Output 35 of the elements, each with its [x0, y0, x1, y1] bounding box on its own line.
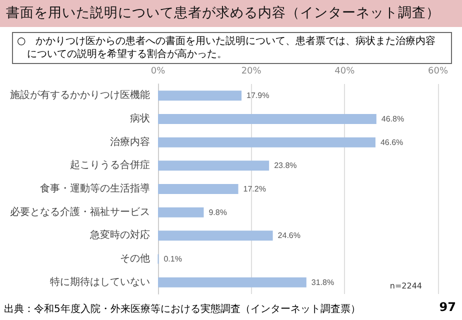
- bar: [158, 137, 376, 148]
- bar: [158, 230, 273, 241]
- bar: [158, 184, 238, 194]
- data-label: 23.8%: [274, 161, 297, 170]
- chart-subtitle: ○ かかりつけ医からの患者への書面を用いた説明について、患者票では、病状また治療内容についての説明を希望する割合が高かった。: [12, 32, 452, 64]
- source-note: 出典：令和5年度入院・外来医療等における実態調査（インターネット調査票）: [4, 302, 360, 316]
- y-tick-label: 必要となる介護・福祉サービス: [10, 206, 150, 218]
- data-label: 46.8%: [381, 114, 404, 124]
- bar: [158, 207, 204, 218]
- data-label: 17.9%: [246, 91, 270, 100]
- y-tick-label: 特に期待はしていない: [50, 276, 150, 288]
- data-label: 24.6%: [278, 231, 300, 240]
- data-label: 9.8%: [208, 208, 227, 217]
- x-tick-label: 60%: [428, 66, 448, 76]
- x-tick-label: 20%: [241, 66, 262, 76]
- x-tick-label: 0%: [150, 66, 166, 76]
- bar: [158, 114, 376, 124]
- bar: [158, 90, 242, 101]
- chart-title: 書面を用いた説明について患者が求める内容（インターネット調査）: [0, 0, 462, 27]
- bar: [158, 160, 270, 171]
- data-label: 31.8%: [311, 278, 334, 287]
- y-tick-label: 治療内容: [110, 136, 150, 148]
- y-tick-label: 起こりうる合併症: [70, 159, 150, 172]
- x-tick-label: 40%: [334, 66, 356, 76]
- data-label: 46.6%: [380, 138, 404, 147]
- y-tick-label: 施設が有するかかりつけ医機能: [10, 89, 150, 102]
- annotation: n=2244: [390, 282, 422, 290]
- data-label: 17.2%: [243, 184, 266, 194]
- y-tick-label: 病状: [130, 112, 150, 124]
- y-tick-label: 食事・運動等の生活指導: [40, 182, 150, 194]
- bar: [158, 277, 306, 288]
- text: 97: [439, 300, 456, 314]
- y-tick-label: その他: [120, 252, 150, 264]
- data-label: 0.1%: [164, 254, 182, 264]
- y-tick-label: 急変時の対応: [89, 229, 150, 242]
